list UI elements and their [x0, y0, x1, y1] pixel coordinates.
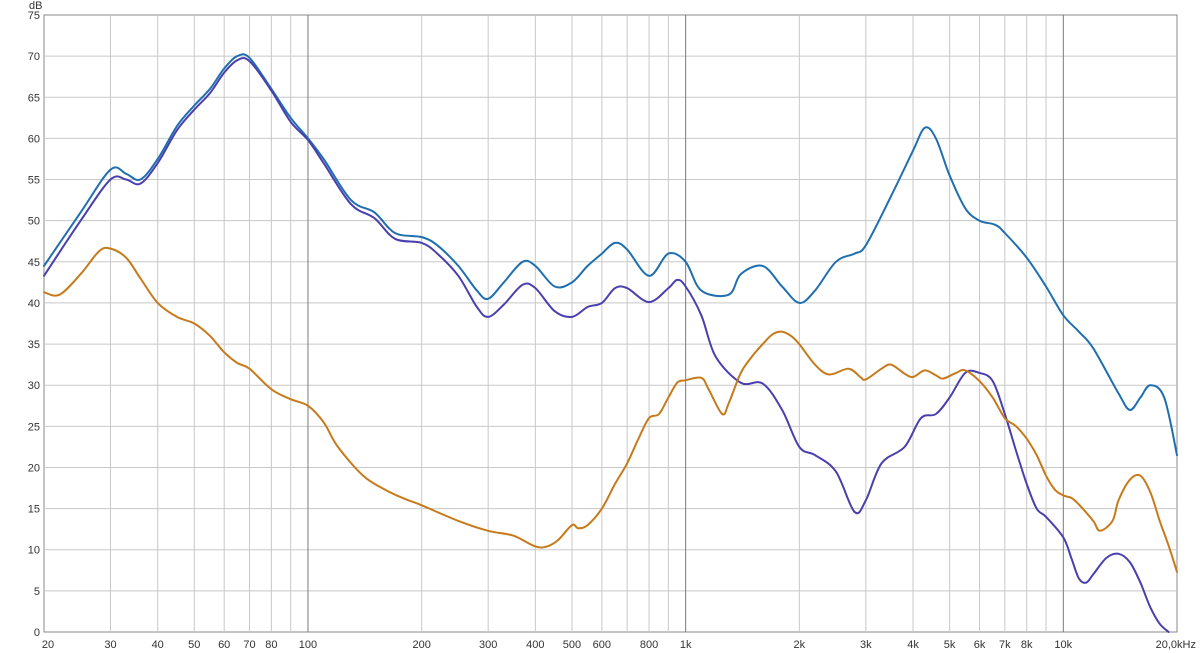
x-tick-label: 400 — [526, 639, 544, 651]
x-tick-label: 100 — [299, 639, 317, 651]
x-tick-label: 300 — [479, 639, 497, 651]
y-tick-label: 5 — [34, 586, 40, 598]
y-tick-label: 10 — [28, 545, 40, 557]
y-tick-label: 70 — [28, 51, 40, 63]
x-tick-label: 70 — [243, 639, 255, 651]
y-axis-unit-label: dB — [29, 0, 42, 12]
x-tick-label: 50 — [188, 639, 200, 651]
y-tick-label: 55 — [28, 175, 40, 187]
y-tick-label: 45 — [28, 257, 40, 269]
series-line-1 — [43, 53, 1178, 457]
y-tick-label: 25 — [28, 421, 40, 433]
y-tick-label: 50 — [28, 216, 40, 228]
x-tick-label: 2k — [794, 639, 806, 651]
x-tick-label: 80 — [265, 639, 277, 651]
x-tick-label: 10k — [1054, 639, 1072, 651]
x-tick-label: 7k — [999, 639, 1011, 651]
x-tick-label: 20,0kHz — [1156, 639, 1196, 651]
plot-area — [43, 14, 1178, 633]
x-tick-label: 5k — [944, 639, 956, 651]
x-tick-label: 500 — [563, 639, 581, 651]
y-tick-label: 60 — [28, 133, 40, 145]
x-tick-label: 20 — [42, 639, 54, 651]
x-axis: 20 30 40 50 60 70 80 100 200 300 400 500 600 800 1k 2k 3… — [42, 639, 1196, 651]
y-tick-label: 15 — [28, 504, 40, 516]
y-tick-label: 0 — [34, 627, 40, 639]
series-curves — [43, 53, 1178, 633]
x-tick-label: 60 — [218, 639, 230, 651]
y-tick-label: 20 — [28, 462, 40, 474]
series-line-2 — [43, 57, 1170, 633]
y-tick-label: 40 — [28, 298, 40, 310]
x-tick-label: 8k — [1021, 639, 1033, 651]
x-tick-label: 30 — [104, 639, 116, 651]
x-tick-label: 1k — [680, 639, 692, 651]
series-line-3 — [43, 246, 1178, 573]
x-tick-label: 40 — [152, 639, 164, 651]
y-tick-label: 35 — [28, 339, 40, 351]
x-tick-label: 600 — [593, 639, 611, 651]
x-tick-label: 200 — [412, 639, 430, 651]
x-tick-label: 3k — [860, 639, 872, 651]
grid-lines — [44, 15, 1177, 632]
y-tick-label: 30 — [28, 380, 40, 392]
x-tick-label: 6k — [974, 639, 986, 651]
y-tick-label: 65 — [28, 92, 40, 104]
y-axis: 0 5 10 15 20 25 30 35 40 45 50 55 60 65 70 75 — [28, 10, 40, 639]
x-tick-label: 800 — [640, 639, 658, 651]
x-tick-label: 4k — [907, 639, 919, 651]
y-tick-label: 75 — [28, 10, 40, 22]
